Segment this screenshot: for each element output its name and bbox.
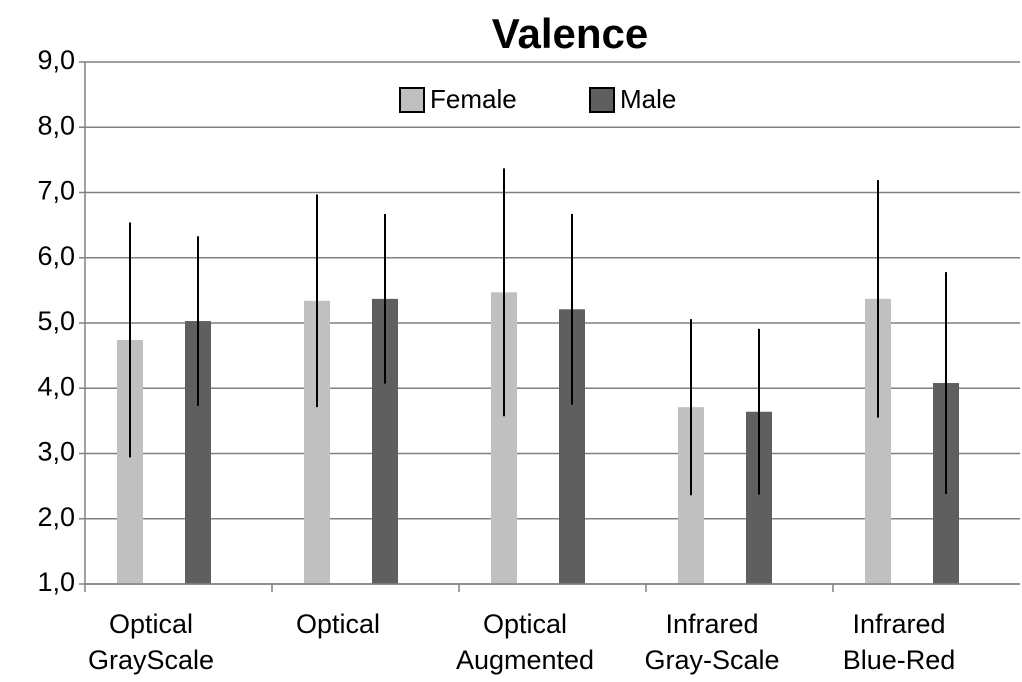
y-tick-label: 2,0 — [37, 502, 75, 532]
y-tick-label: 3,0 — [37, 437, 75, 467]
y-tick-label: 4,0 — [37, 371, 75, 401]
y-tick-label: 6,0 — [37, 241, 75, 271]
legend-label: Female — [430, 84, 517, 114]
legend-swatch — [589, 87, 615, 113]
legend-label: Male — [620, 84, 676, 114]
chart-title: Valence — [492, 10, 648, 57]
x-tick-label: Infrared Gray-Scale — [644, 609, 779, 675]
y-tick-label: 5,0 — [37, 306, 75, 336]
y-tick-label: 7,0 — [37, 176, 75, 206]
x-tick-label: Optical — [296, 609, 380, 639]
y-tick-label: 1,0 — [37, 567, 75, 597]
x-tick-label: Infrared Blue-Red — [843, 609, 956, 675]
x-tick-label: Optical GrayScale — [88, 609, 214, 675]
y-tick-label: 9,0 — [37, 45, 75, 75]
x-tick-label: Optical Augmented — [456, 609, 594, 675]
legend-swatch — [399, 87, 425, 113]
y-tick-label: 8,0 — [37, 110, 75, 140]
